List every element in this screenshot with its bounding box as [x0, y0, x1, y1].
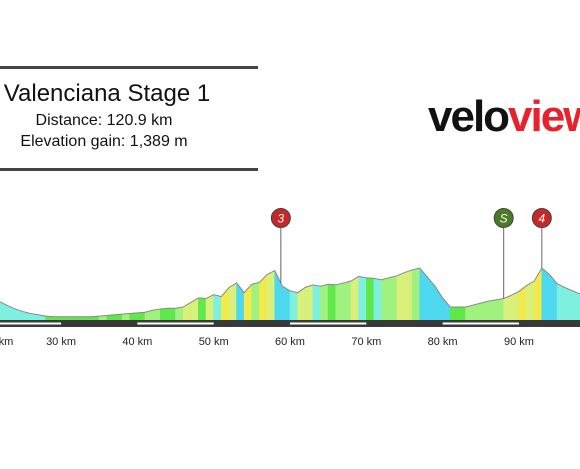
profile-segment [381, 277, 390, 321]
profile-segment [503, 294, 512, 321]
marker-label: 4 [538, 212, 545, 226]
x-tick-label: 40 km [122, 336, 152, 348]
profile-segment [175, 306, 184, 321]
profile-segment [472, 302, 482, 321]
profile-outline [0, 267, 580, 318]
profile-segment [129, 312, 138, 321]
profile-segment [480, 300, 489, 321]
profile-segment [243, 283, 253, 321]
title-bottom-rule [0, 168, 258, 171]
stage-title: Valenciana Stage 1 [3, 80, 211, 107]
profile-segment [442, 297, 451, 321]
title-top-rule [0, 66, 258, 69]
marker-badge [531, 208, 552, 228]
profile-segment [404, 269, 413, 321]
profile-segment [167, 308, 176, 321]
profile-segment [388, 275, 398, 321]
profile-segment [289, 290, 298, 321]
profile-segment [0, 301, 8, 321]
profile-segment [427, 276, 436, 321]
profile-segment [312, 284, 321, 321]
x-tick-label: 60 km [275, 336, 305, 348]
profile-segment [335, 282, 344, 321]
profile-segment [198, 297, 207, 321]
profile-segment [541, 267, 550, 321]
profile-segment [373, 278, 382, 321]
profile-segment [213, 294, 222, 321]
x-tick-label: 70 km [351, 336, 381, 348]
distance-bar-stripe [0, 322, 62, 325]
profile-segment [358, 276, 367, 321]
marker-badge [493, 208, 514, 228]
marker-label: S [500, 212, 508, 226]
profile-segment [549, 273, 558, 321]
profile-segment [488, 299, 497, 321]
profile-segment [152, 308, 161, 321]
profile-segment [304, 284, 314, 321]
profile-segment [251, 281, 260, 321]
profile-segment [366, 277, 375, 321]
x-tick-label: 90 km [504, 336, 534, 348]
profile-segment [526, 280, 535, 321]
elevation-profile-chart: km 30 km 40 km 50 km 60 km 70 km 80 km 90 km 3 S 4 [0, 208, 580, 348]
profile-segment [350, 275, 359, 321]
distance-bar-stripe [442, 322, 519, 325]
stage-distance: Distance: 120.9 km [35, 112, 173, 129]
logo-part-velo: velo [428, 92, 510, 141]
profile-segment [411, 267, 421, 321]
profile-segment [327, 283, 337, 321]
x-tick-label: km [0, 336, 13, 348]
distance-bar-stripe [137, 322, 214, 325]
profile-segment [137, 311, 146, 321]
profile-segment [556, 283, 566, 321]
logo-part-view: view [508, 92, 580, 141]
marker-badge [270, 208, 291, 228]
profile-segment [533, 266, 543, 321]
profile-segment [495, 298, 504, 321]
veloviewer-logo: veloview [428, 92, 580, 142]
x-tick-label: 80 km [428, 336, 458, 348]
profile-segment [564, 287, 573, 321]
profile-segment [465, 304, 474, 321]
profile-segment [159, 307, 169, 321]
profile-segment [282, 285, 291, 321]
distance-bar-stripe [290, 322, 367, 325]
profile-segment [457, 306, 466, 321]
x-tick-label: 30 km [46, 336, 76, 348]
marker-label: 3 [277, 212, 284, 226]
x-tick-label: 50 km [199, 336, 229, 348]
profile-segment [320, 283, 329, 321]
stage-elevation-gain: Elevation gain: 1,389 m [20, 133, 188, 150]
profile-segment [449, 306, 459, 321]
profile-segment [343, 280, 352, 321]
profile-segment [266, 270, 276, 321]
profile-segment [396, 272, 405, 321]
profile-segment [572, 290, 580, 321]
profile-segment [228, 282, 237, 321]
profile-segment [511, 290, 520, 321]
